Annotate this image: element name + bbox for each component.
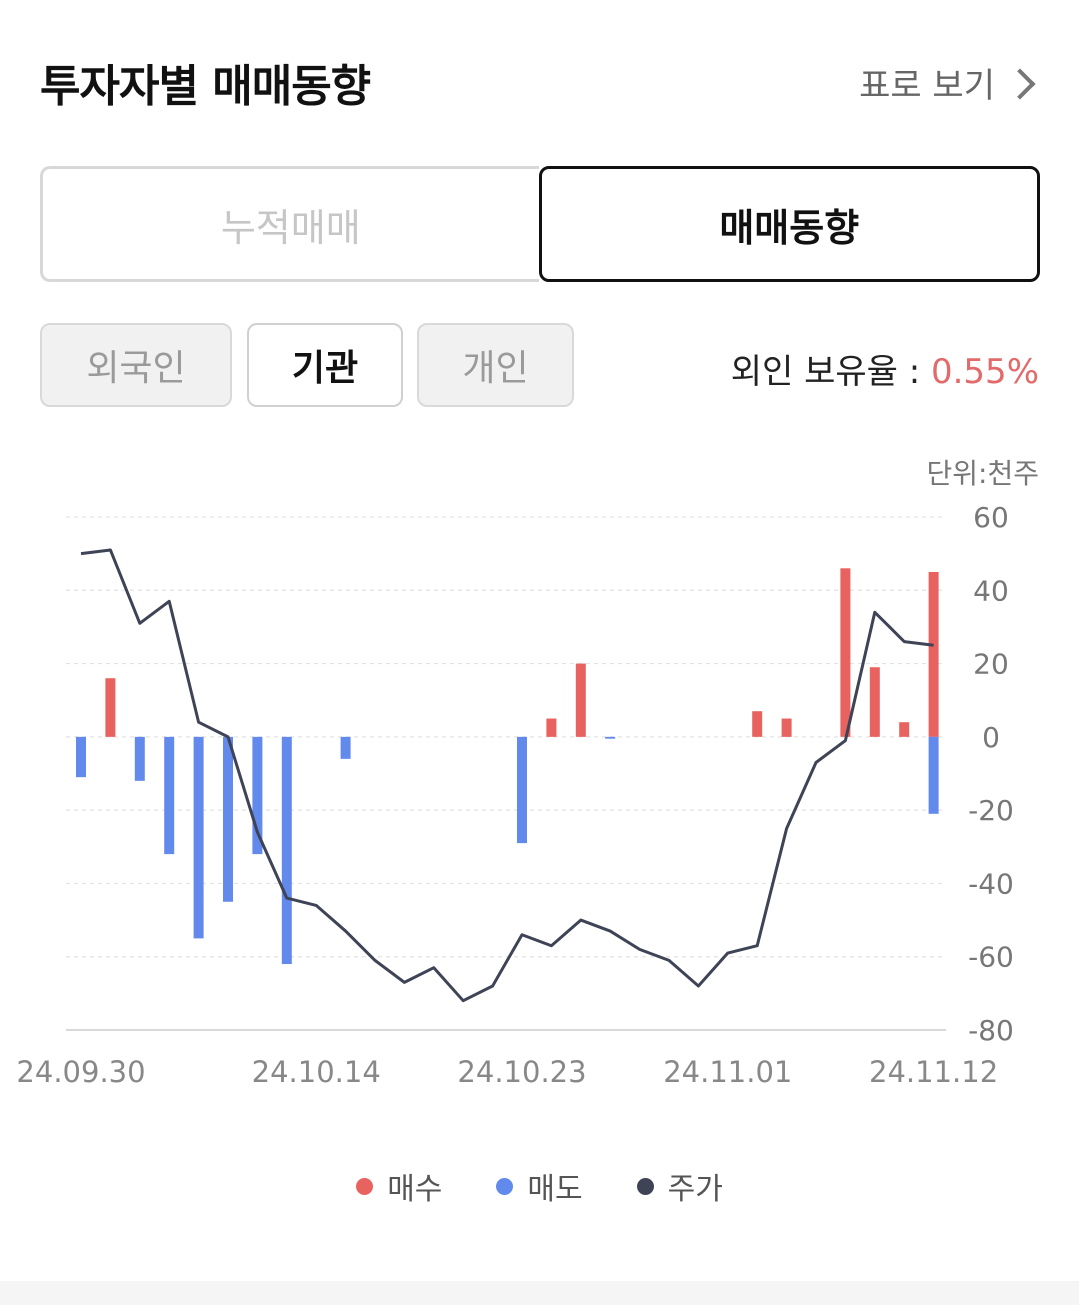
sell-bar bbox=[605, 737, 615, 739]
table-view-link[interactable]: 표로 보기 bbox=[859, 58, 1031, 107]
buy-bar bbox=[929, 572, 939, 737]
trend-chart: 60 40 20 0 -20 -40 -60 -80 24.09.30 24.10.14 24.10… bbox=[0, 490, 1079, 1090]
x-tick-label: 24.10.14 bbox=[252, 1055, 381, 1089]
buy-bar bbox=[870, 667, 880, 737]
foreign-holding-label: 외인 보유율 : bbox=[731, 352, 931, 392]
foreign-holding-value: 0.55% bbox=[931, 352, 1039, 392]
sell-bar bbox=[282, 737, 292, 964]
buy-bar bbox=[899, 722, 909, 737]
legend-item-buy: 매수 bbox=[356, 1164, 442, 1208]
y-tick-label: 20 bbox=[973, 648, 1009, 681]
table-view-label: 표로 보기 bbox=[859, 58, 995, 107]
buy-bar bbox=[782, 719, 792, 737]
y-tick-label: 60 bbox=[973, 501, 1009, 534]
legend-price-dot bbox=[637, 1178, 654, 1195]
sell-bar bbox=[517, 737, 527, 843]
buy-bar bbox=[105, 678, 115, 737]
unit-label: 단위:천주 bbox=[927, 452, 1039, 492]
buy-bar bbox=[840, 568, 850, 737]
legend-buy-dot bbox=[356, 1178, 373, 1195]
chevron-right-icon bbox=[1004, 68, 1035, 99]
sell-bar bbox=[929, 737, 939, 814]
y-tick-label: -60 bbox=[968, 941, 1014, 974]
sell-bar bbox=[194, 737, 204, 939]
x-tick-label: 24.10.23 bbox=[457, 1055, 586, 1089]
y-tick-label: 0 bbox=[982, 721, 1000, 754]
y-tick-label: -80 bbox=[968, 1014, 1014, 1047]
legend-price-label: 주가 bbox=[668, 1164, 723, 1208]
sell-bar bbox=[76, 737, 86, 777]
investor-foreign[interactable]: 외국인 bbox=[40, 323, 232, 407]
tab-cumulative[interactable]: 누적매매 bbox=[40, 166, 539, 282]
sell-bar bbox=[341, 737, 351, 759]
x-tick-label: 24.11.01 bbox=[663, 1055, 792, 1089]
legend-item-sell: 매도 bbox=[496, 1164, 582, 1208]
price-line bbox=[81, 550, 934, 1001]
legend-buy-label: 매수 bbox=[387, 1164, 442, 1208]
buy-bar bbox=[752, 711, 762, 737]
bottom-divider bbox=[0, 1281, 1079, 1305]
sell-bar bbox=[135, 737, 145, 781]
sell-bar bbox=[164, 737, 174, 854]
y-tick-label: 40 bbox=[973, 574, 1009, 607]
y-tick-label: -40 bbox=[968, 867, 1014, 900]
tab-trend[interactable]: 매매동향 bbox=[539, 166, 1041, 282]
x-tick-label: 24.11.12 bbox=[869, 1055, 998, 1089]
sell-bar bbox=[223, 737, 233, 902]
legend: 매수 매도 주가 bbox=[0, 1164, 1079, 1208]
legend-item-price: 주가 bbox=[637, 1164, 723, 1208]
page-title: 투자자별 매매동향 bbox=[40, 50, 370, 114]
view-toggle: 누적매매 매매동향 bbox=[40, 166, 1040, 282]
legend-sell-dot bbox=[496, 1178, 513, 1195]
foreign-holding: 외인 보유율 : 0.55% bbox=[731, 344, 1039, 393]
investor-individual[interactable]: 개인 bbox=[417, 323, 574, 407]
investor-institution[interactable]: 기관 bbox=[247, 323, 403, 407]
legend-sell-label: 매도 bbox=[527, 1164, 582, 1208]
buy-bar bbox=[576, 664, 586, 737]
buy-bar bbox=[546, 719, 556, 737]
y-tick-label: -20 bbox=[968, 794, 1014, 827]
x-tick-label: 24.09.30 bbox=[16, 1055, 145, 1089]
